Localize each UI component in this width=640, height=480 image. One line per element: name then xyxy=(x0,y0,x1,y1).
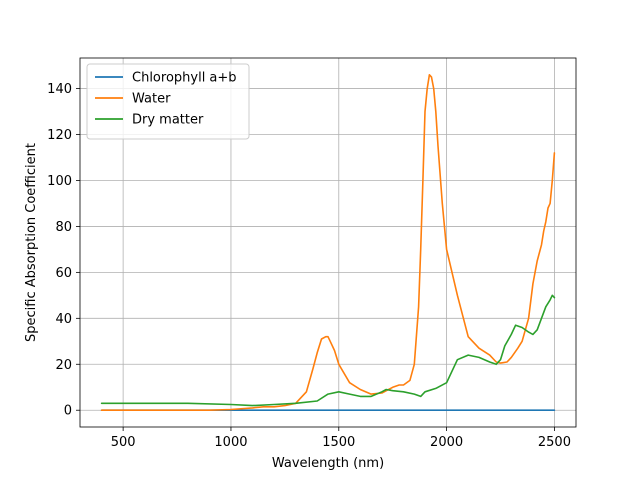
x-axis-label: Wavelength (nm) xyxy=(272,456,384,471)
y-tick-label: 40 xyxy=(55,312,72,327)
series-lines xyxy=(100,74,556,412)
y-tick-label: 0 xyxy=(64,404,72,419)
y-tick-label: 60 xyxy=(55,266,72,281)
series-line-2 xyxy=(100,74,556,412)
x-tick-label: 2000 xyxy=(430,435,463,450)
legend-label: Chlorophyll a+b xyxy=(132,71,237,86)
y-tick-label: 80 xyxy=(55,220,72,235)
legend-label: Dry matter xyxy=(132,113,204,128)
x-tick-label: 1000 xyxy=(214,435,247,450)
x-tick-label: 2500 xyxy=(538,435,571,450)
plot-frame xyxy=(79,57,577,428)
x-tick-label: 1500 xyxy=(322,435,355,450)
legend-label: Water xyxy=(132,92,171,107)
y-tick-label: 20 xyxy=(55,358,72,373)
y-tick-label: 120 xyxy=(47,128,72,143)
legend: Chlorophyll a+b Water Dry matter xyxy=(86,63,250,140)
axis-ticks: 500 1000 1500 2000 2500 0 20 40 60 80 100 120 140 xyxy=(47,82,571,450)
series-line-3 xyxy=(100,294,556,407)
x-tick-label: 500 xyxy=(111,435,136,450)
y-tick-label: 140 xyxy=(47,82,72,97)
legend-box xyxy=(86,63,250,140)
y-tick-label: 100 xyxy=(47,174,72,189)
y-axis-label: Specific Absorption Coefficient xyxy=(24,143,39,342)
